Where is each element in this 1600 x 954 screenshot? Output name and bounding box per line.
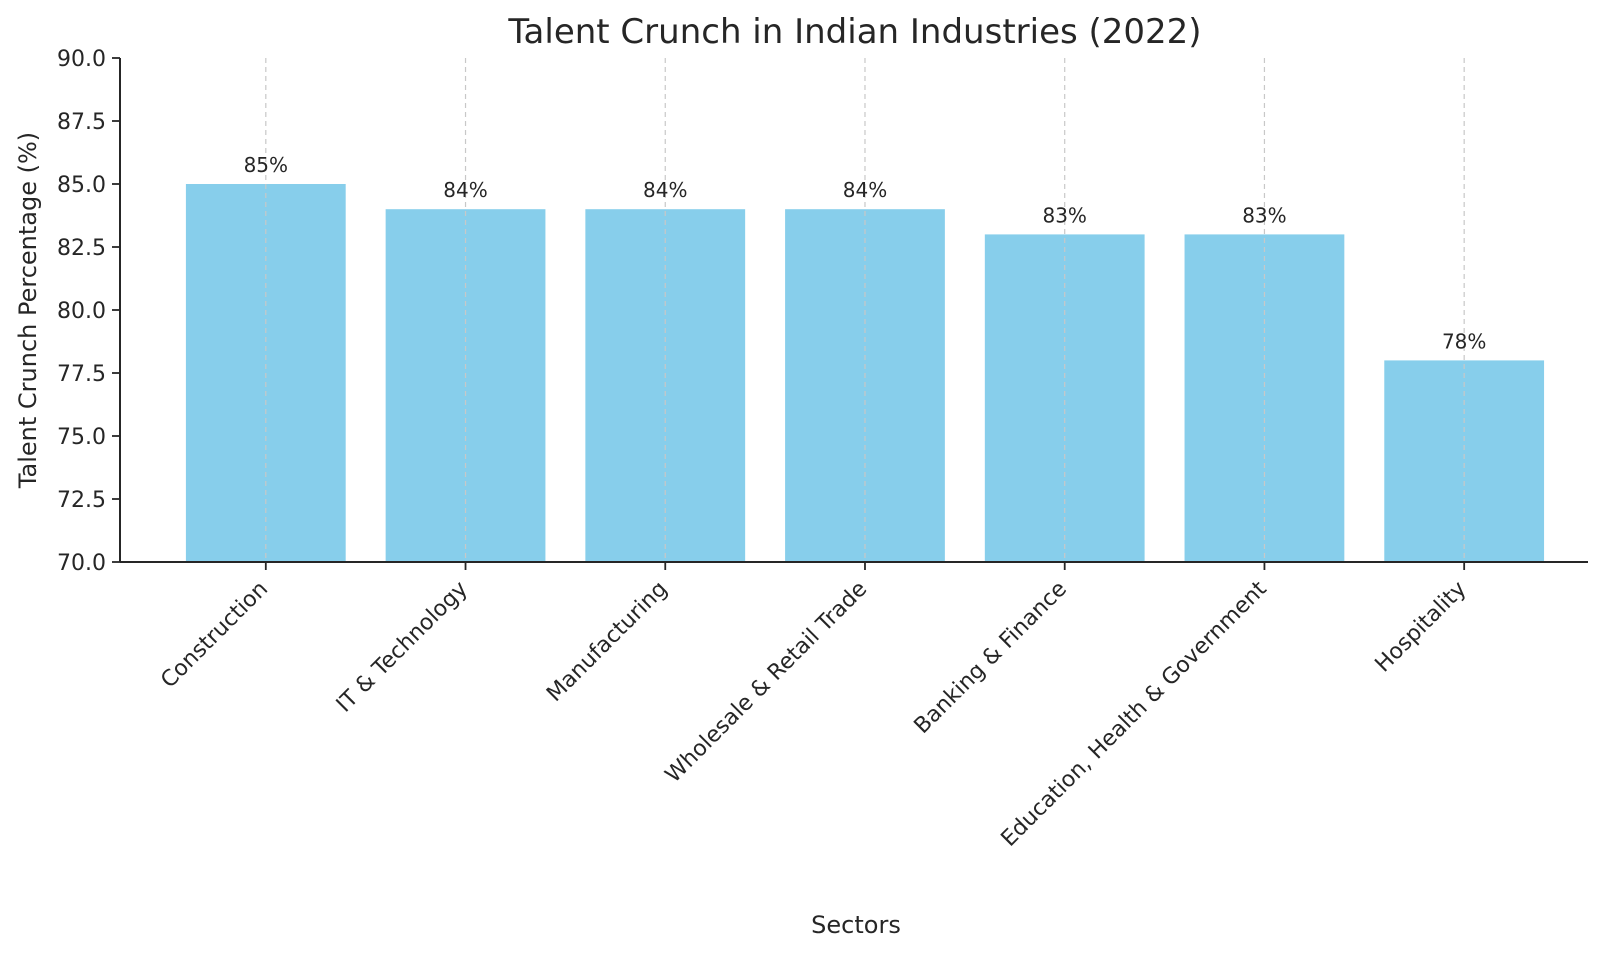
- bar-5: [984, 234, 1145, 562]
- chart-title: Talent Crunch in Indian Industries (2022…: [507, 12, 1201, 52]
- x-ticks: Construction IT & Technology Manufacturing…: [156, 562, 1471, 852]
- y-tick-label-5: 80.0: [57, 299, 106, 324]
- y-tick-label-6: 82.5: [57, 236, 106, 261]
- value-label-5: 83%: [1042, 203, 1086, 227]
- x-tick-label-3: Manufacturing: [542, 577, 672, 707]
- value-label-4: 84%: [843, 178, 887, 202]
- value-label-7: 78%: [1442, 329, 1486, 353]
- x-axis-label: Sectors: [811, 911, 901, 939]
- y-tick-label-9: 90.0: [57, 47, 106, 72]
- x-tick-label-7: Hospitality: [1371, 577, 1472, 678]
- x-tick-label-4: Wholesale & Retail Trade: [661, 577, 872, 788]
- bar-7: [1384, 360, 1545, 562]
- value-labels: 85% 84% 84% 84% 83% 83% 78%: [244, 153, 1487, 353]
- x-tick-label-5: Banking & Finance: [910, 577, 1072, 739]
- x-tick-label-2: IT & Technology: [332, 577, 473, 718]
- value-label-3: 84%: [643, 178, 687, 202]
- value-label-2: 84%: [443, 178, 487, 202]
- bar-6: [1184, 234, 1345, 562]
- y-ticks: 70.0 72.5 75.0 77.5 80.0 82.5 85.0 87.5 90.0: [57, 47, 120, 576]
- y-tick-label-8: 87.5: [57, 110, 106, 135]
- y-tick-label-2: 72.5: [57, 488, 106, 513]
- y-tick-label-3: 75.0: [57, 425, 106, 450]
- y-tick-label-1: 70.0: [57, 551, 106, 576]
- y-tick-label-4: 77.5: [57, 362, 106, 387]
- x-tick-label-1: Construction: [156, 577, 273, 694]
- value-label-1: 85%: [244, 153, 288, 177]
- grid-lines: [265, 58, 1465, 562]
- y-tick-label-7: 85.0: [57, 173, 106, 198]
- value-label-6: 83%: [1242, 203, 1286, 227]
- y-axis-label: Talent Crunch Percentage (%): [14, 132, 42, 489]
